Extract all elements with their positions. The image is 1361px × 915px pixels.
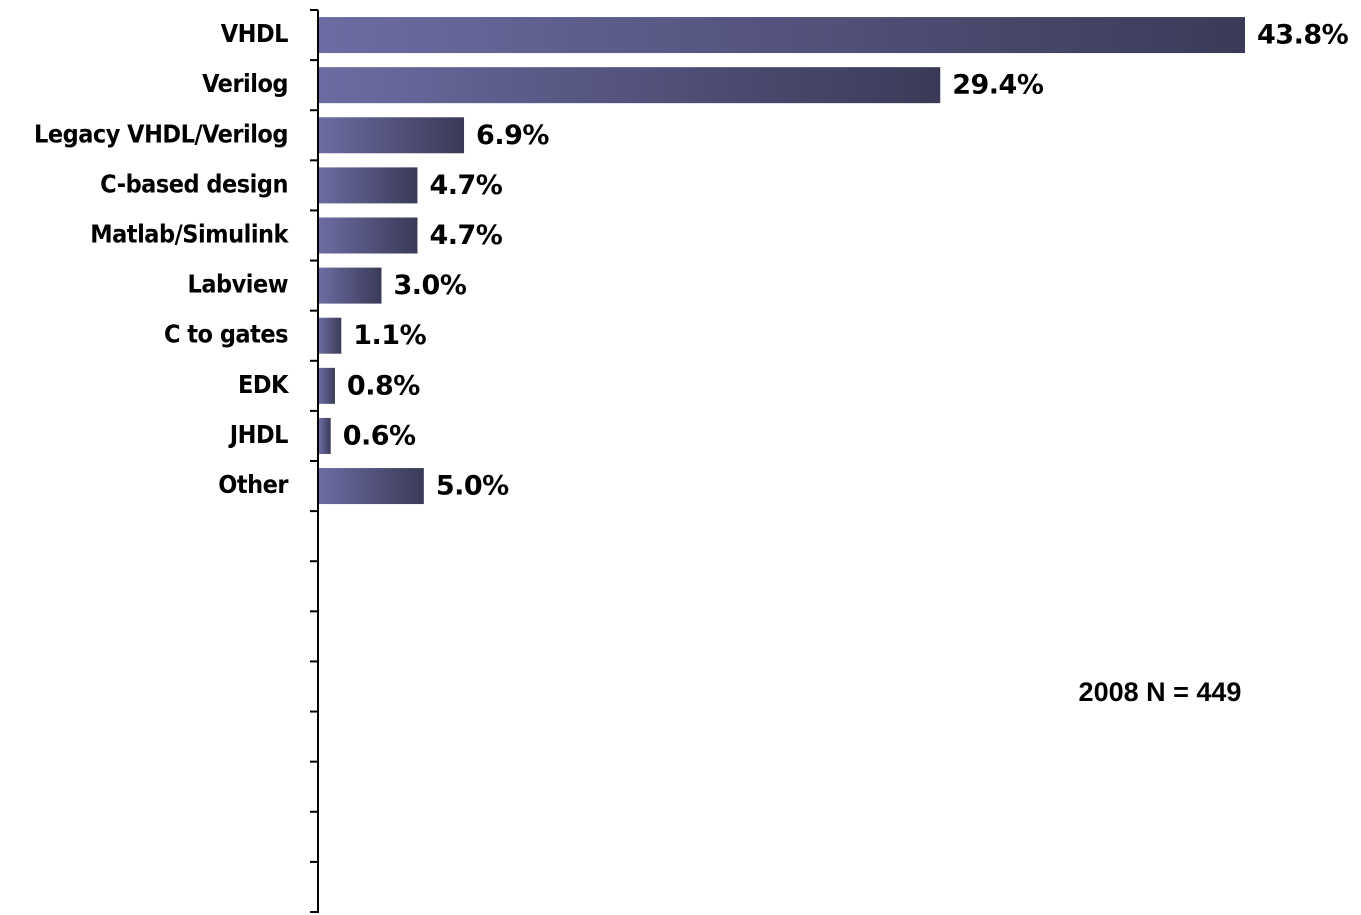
bar (319, 317, 342, 354)
bar (319, 167, 418, 204)
value-label: 3.0% (393, 270, 466, 301)
value-label: 43.8% (1257, 20, 1349, 51)
value-label: 1.1% (353, 320, 426, 351)
bar (319, 67, 941, 104)
bar (319, 367, 335, 404)
bar (319, 468, 424, 505)
value-label: 0.6% (343, 420, 416, 451)
bar (319, 417, 331, 454)
value-label: 5.0% (436, 471, 509, 502)
category-label: JHDL (228, 420, 288, 449)
category-label: Other (218, 470, 289, 499)
category-label: Matlab/Simulink (90, 220, 289, 249)
category-label: C to gates (164, 320, 288, 349)
value-label: 29.4% (952, 70, 1044, 101)
category-label: EDK (238, 370, 290, 399)
category-label: Verilog (202, 69, 288, 98)
value-label: 0.8% (347, 370, 420, 401)
category-label: C-based design (100, 169, 288, 198)
category-label: Legacy VHDL/Verilog (34, 119, 288, 148)
annotation: 2008 N = 449 (1079, 677, 1242, 707)
value-label: 4.7% (429, 170, 502, 201)
value-label: 6.9% (476, 120, 549, 151)
bar (319, 117, 465, 154)
bar (319, 217, 418, 254)
bar (319, 17, 1245, 54)
bar (319, 267, 382, 304)
value-label: 4.7% (429, 220, 502, 251)
category-label: VHDL (221, 19, 288, 48)
category-label: Labview (187, 270, 288, 299)
